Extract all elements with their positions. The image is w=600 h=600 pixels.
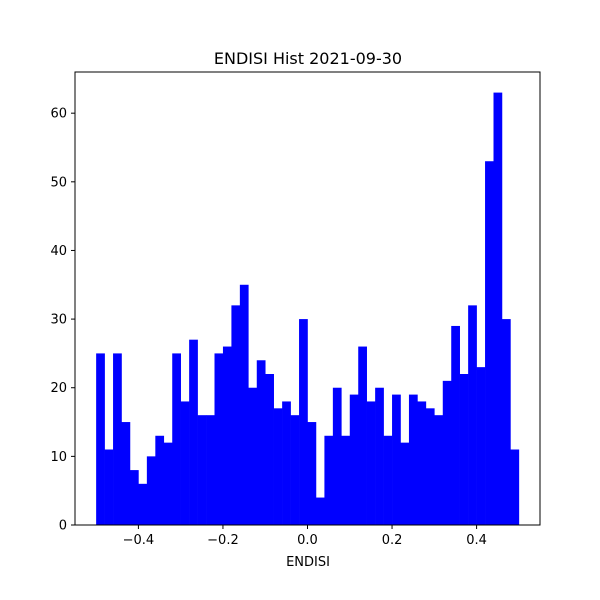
histogram-bar (248, 387, 258, 525)
histogram-bar (299, 319, 308, 525)
histogram-bar (400, 442, 410, 525)
histogram-bar (501, 319, 511, 525)
chart-title: ENDISI Hist 2021-09-30 (214, 49, 402, 68)
histogram-bar (290, 415, 300, 525)
histogram-bar (425, 408, 435, 525)
histogram-bar (341, 435, 351, 525)
y-axis-ticks: 0 10 20 30 40 50 60 (50, 107, 75, 534)
histogram-bar (451, 325, 460, 525)
x-tick-label: 0.4 (466, 533, 487, 548)
histogram-bar (417, 401, 427, 525)
y-tick-label: 60 (50, 107, 67, 122)
histogram-bar (273, 408, 283, 525)
histogram-bar (349, 394, 359, 525)
histogram-bar (256, 360, 266, 525)
y-tick-label: 20 (50, 381, 67, 396)
histogram-bar (459, 374, 469, 525)
histogram-bar (485, 161, 494, 526)
histogram-bar (307, 422, 317, 525)
histogram-bar (375, 387, 384, 525)
histogram-bar (222, 346, 232, 525)
histogram-bar (138, 483, 148, 525)
histogram-bar (206, 415, 215, 525)
x-axis-ticks: −0.4 −0.2 0.0 0.2 0.4 (123, 525, 487, 548)
histogram-bar (408, 394, 418, 525)
histogram-bar (239, 284, 249, 525)
histogram-bar (383, 435, 393, 525)
histogram-bar (163, 442, 173, 525)
x-tick-label: −0.2 (207, 533, 239, 548)
x-tick-label: 0.2 (382, 533, 403, 548)
histogram-bar (315, 497, 325, 525)
histogram-bar (172, 353, 181, 525)
bars-group (96, 92, 520, 526)
x-tick-label: 0.0 (297, 533, 318, 548)
histogram-bar (366, 401, 376, 525)
histogram-bar (468, 305, 477, 525)
histogram-bar (265, 374, 274, 525)
histogram-bar (332, 387, 342, 525)
histogram-bar (231, 305, 241, 525)
histogram-bar (146, 456, 156, 525)
histogram-bar (155, 435, 165, 525)
histogram-bar (129, 470, 139, 525)
histogram-bar (113, 353, 122, 525)
y-tick-label: 40 (50, 244, 67, 259)
histogram-bar (121, 422, 131, 525)
y-tick-label: 50 (50, 175, 67, 190)
histogram-bar (442, 380, 452, 525)
histogram-bar (434, 415, 444, 525)
histogram-bar (104, 449, 114, 525)
histogram-bar (96, 353, 105, 525)
histogram-bar (392, 394, 401, 525)
histogram-bar (324, 435, 334, 525)
histogram-bar (197, 415, 207, 525)
histogram-bar (510, 449, 520, 525)
x-axis-label: ENDISI (286, 555, 330, 570)
y-tick-label: 30 (50, 313, 67, 328)
histogram-bar (180, 401, 190, 525)
histogram-bar (476, 367, 486, 525)
histogram-bar (214, 353, 224, 525)
histogram-bar (358, 346, 367, 525)
histogram-bar (282, 401, 291, 525)
y-tick-label: 0 (59, 519, 67, 534)
y-tick-label: 10 (50, 450, 67, 465)
histogram-bar (189, 339, 198, 525)
histogram-bar (493, 92, 503, 525)
x-tick-label: −0.4 (123, 533, 155, 548)
